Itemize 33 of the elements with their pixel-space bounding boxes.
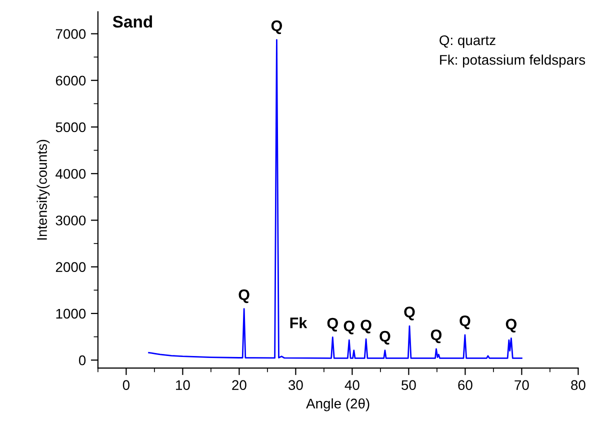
- y-tick-label: 7000: [56, 29, 86, 39]
- annotation: Q: [460, 316, 470, 330]
- y-tick-label: 0: [78, 355, 86, 366]
- annotation: Q: [327, 318, 338, 332]
- chart-title: Sand: [112, 15, 152, 28]
- annotation: Q: [238, 289, 250, 304]
- annotation: Q: [404, 306, 415, 320]
- x-tick-label: 30: [288, 380, 303, 390]
- y-tick-label: 5000: [56, 122, 86, 132]
- y-tick-label: 4000: [56, 168, 86, 179]
- annotation: Q: [271, 20, 282, 34]
- y-tick-label: 6000: [56, 76, 86, 86]
- annotation: Q: [430, 330, 442, 344]
- y-axis-title: Intensity(counts): [36, 140, 50, 240]
- x-tick-label: 70: [514, 380, 529, 390]
- annotation: Q: quartz: [440, 35, 496, 48]
- x-tick-label: 50: [402, 380, 416, 390]
- x-tick-label: 80: [571, 380, 586, 390]
- x-tick-label: 40: [344, 380, 360, 390]
- annotation: Fk: potassium feldspars: [440, 54, 586, 68]
- annotation: Q: [360, 320, 372, 334]
- y-tick-label: 3000: [56, 216, 86, 226]
- annotation: Q: [344, 320, 354, 334]
- annotation: Q: [506, 318, 516, 332]
- annotation: Q: [380, 330, 390, 345]
- x-axis-title: Angle (2θ): [306, 398, 370, 412]
- x-tick-label: 60: [458, 380, 472, 390]
- y-tick-label: 1000: [56, 308, 86, 319]
- y-tick-label: 2000: [56, 262, 86, 272]
- x-tick-label: 0: [122, 380, 130, 390]
- annotation: Fk: [290, 317, 308, 328]
- x-tick-label: 20: [232, 380, 246, 390]
- x-tick-label: 10: [176, 380, 190, 390]
